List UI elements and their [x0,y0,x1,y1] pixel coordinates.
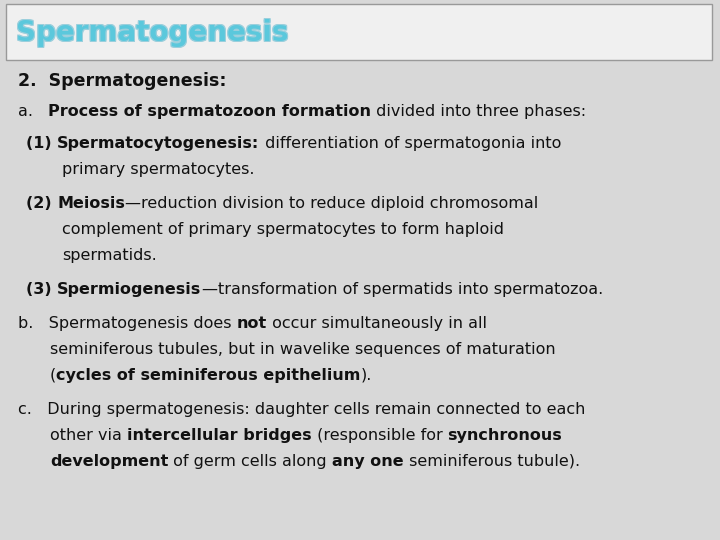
Text: seminiferous tubules, but in wavelike sequences of maturation: seminiferous tubules, but in wavelike se… [50,342,556,357]
Text: occur simultaneously in all: occur simultaneously in all [267,316,487,331]
Text: differentiation of spermatogonia into: differentiation of spermatogonia into [259,136,561,151]
FancyBboxPatch shape [6,4,712,60]
Text: Spermatogenesis: Spermatogenesis [15,19,288,47]
Text: spermatids.: spermatids. [62,248,157,263]
Text: a.: a. [18,104,48,119]
Text: Spermatogenesis: Spermatogenesis [16,19,289,47]
Text: —reduction division to reduce diploid chromosomal: —reduction division to reduce diploid ch… [125,196,539,211]
Text: (: ( [50,368,56,383]
Text: divided into three phases:: divided into three phases: [372,104,587,119]
Text: 2.  Spermatogenesis:: 2. Spermatogenesis: [18,72,227,90]
Text: Spermatogenesis: Spermatogenesis [16,18,289,46]
Text: primary spermatocytes.: primary spermatocytes. [62,162,254,177]
Text: Spermatogenesis: Spermatogenesis [15,18,288,46]
Text: seminiferous tubule).: seminiferous tubule). [404,454,580,469]
Text: complement of primary spermatocytes to form haploid: complement of primary spermatocytes to f… [62,222,504,237]
Text: (1): (1) [26,136,58,151]
Text: cycles of seminiferous epithelium: cycles of seminiferous epithelium [56,368,361,383]
Text: —transformation of spermatids into spermatozoa.: —transformation of spermatids into sperm… [202,282,603,297]
Text: Spermatogenesis: Spermatogenesis [15,19,288,48]
Text: not: not [237,316,267,331]
Text: c.   During spermatogenesis: daughter cells remain connected to each: c. During spermatogenesis: daughter cell… [18,402,585,417]
Text: other via: other via [50,428,127,443]
Text: Process of spermatozoon formation: Process of spermatozoon formation [48,104,372,119]
Text: Spermatogenesis: Spermatogenesis [17,19,289,47]
Text: of germ cells along: of germ cells along [168,454,332,469]
Text: (responsible for: (responsible for [312,428,448,443]
Text: Spermatocytogenesis:: Spermatocytogenesis: [58,136,259,151]
Text: intercellular bridges: intercellular bridges [127,428,312,443]
Text: (2): (2) [26,196,58,211]
Text: b.   Spermatogenesis does: b. Spermatogenesis does [18,316,237,331]
Text: (3): (3) [26,282,58,297]
Text: development: development [50,454,168,469]
Text: any one: any one [332,454,404,469]
Text: Spermatogenesis: Spermatogenesis [17,18,289,46]
Text: Spermatogenesis: Spermatogenesis [17,19,289,48]
Text: ).: ). [361,368,372,383]
Text: synchronous: synchronous [448,428,562,443]
Text: Meiosis: Meiosis [58,196,125,211]
Text: Spermatogenesis: Spermatogenesis [16,19,289,48]
Text: Spermiogenesis: Spermiogenesis [58,282,202,297]
